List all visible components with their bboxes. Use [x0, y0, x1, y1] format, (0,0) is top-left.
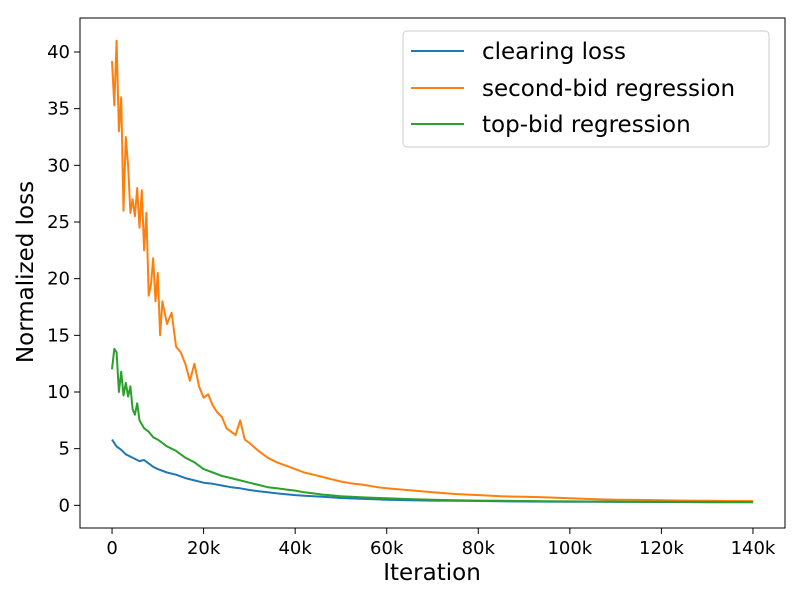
y-tick-label: 35 [47, 99, 70, 120]
legend-label-clearing-loss: clearing loss [482, 39, 626, 65]
x-tick-label: 120k [639, 538, 684, 559]
x-tick-label: 140k [731, 538, 776, 559]
x-tick-label: 20k [187, 538, 221, 559]
x-tick-label: 80k [462, 538, 496, 559]
legend-box [402, 30, 770, 148]
legend: clearing loss second-bid regression top-… [402, 30, 770, 148]
x-tick-label: 60k [370, 538, 404, 559]
x-tick-label: 100k [547, 538, 592, 559]
y-tick-label: 0 [59, 495, 70, 516]
y-tick-label: 40 [47, 42, 70, 63]
legend-label-top-bid-regression: top-bid regression [482, 112, 691, 138]
y-tick-label: 30 [47, 155, 70, 176]
x-axis-ticks: 0 20k 40k 60k 80k 100k 120k 140k [106, 528, 776, 559]
series-line-top-bid-regression [111, 347, 753, 503]
legend-label-second-bid-regression: second-bid regression [482, 76, 735, 102]
y-tick-label: 10 [47, 382, 70, 403]
y-tick-label: 20 [47, 269, 70, 290]
y-tick-label: 15 [47, 325, 70, 346]
y-tick-label: 25 [47, 212, 70, 233]
x-axis-label: Iteration [383, 560, 481, 586]
y-axis-ticks: 0 5 10 15 20 25 30 35 40 [47, 42, 80, 516]
x-tick-label: 40k [278, 538, 312, 559]
x-tick-label: 0 [106, 538, 117, 559]
y-axis-label: Normalized loss [13, 181, 39, 363]
series-line-second-bid-regression [111, 39, 754, 503]
series-layer [111, 39, 754, 504]
plot-frame [79, 17, 786, 529]
y-tick-label: 5 [59, 439, 70, 460]
